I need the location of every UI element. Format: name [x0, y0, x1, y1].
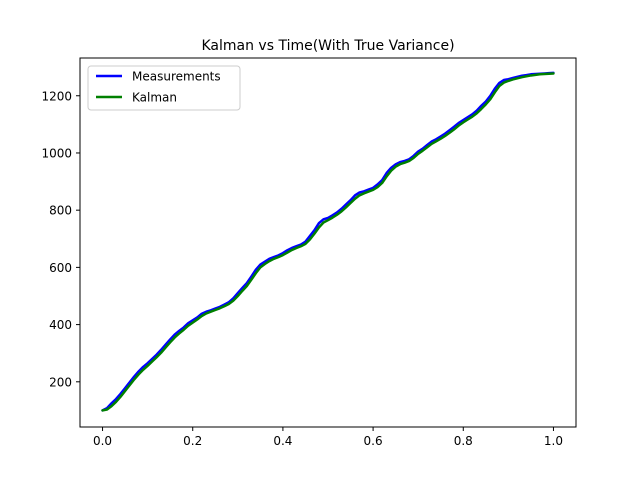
y-tick-label: 400 [49, 318, 72, 332]
x-tick-label: 0.8 [454, 434, 473, 448]
legend: Measurements Kalman [87, 65, 241, 111]
x-tick-label: 1.0 [544, 434, 563, 448]
x-tick-label: 0.4 [273, 434, 292, 448]
x-axis: 0.0 0.2 0.4 0.6 0.8 1.0 [93, 427, 563, 448]
x-tick-label: 0.0 [93, 434, 112, 448]
chart-title: Kalman vs Time(With True Variance) [201, 38, 454, 54]
y-tick-label: 200 [49, 375, 72, 389]
y-tick-label: 1200 [41, 89, 72, 103]
legend-box [87, 65, 241, 111]
y-tick-label: 1000 [41, 146, 72, 160]
x-tick-label: 0.2 [183, 434, 202, 448]
series-line-kalman [101, 72, 555, 412]
y-axis: 200 400 600 800 1000 1200 [41, 89, 80, 389]
series-line-measurements [101, 71, 555, 412]
legend-label-measurements: Measurements [132, 70, 221, 84]
plot-frame [79, 57, 577, 428]
x-tick-label: 0.6 [364, 434, 383, 448]
y-tick-label: 800 [49, 204, 72, 218]
plot-area [101, 71, 555, 412]
y-tick-label: 600 [49, 261, 72, 275]
legend-label-kalman: Kalman [132, 91, 177, 105]
